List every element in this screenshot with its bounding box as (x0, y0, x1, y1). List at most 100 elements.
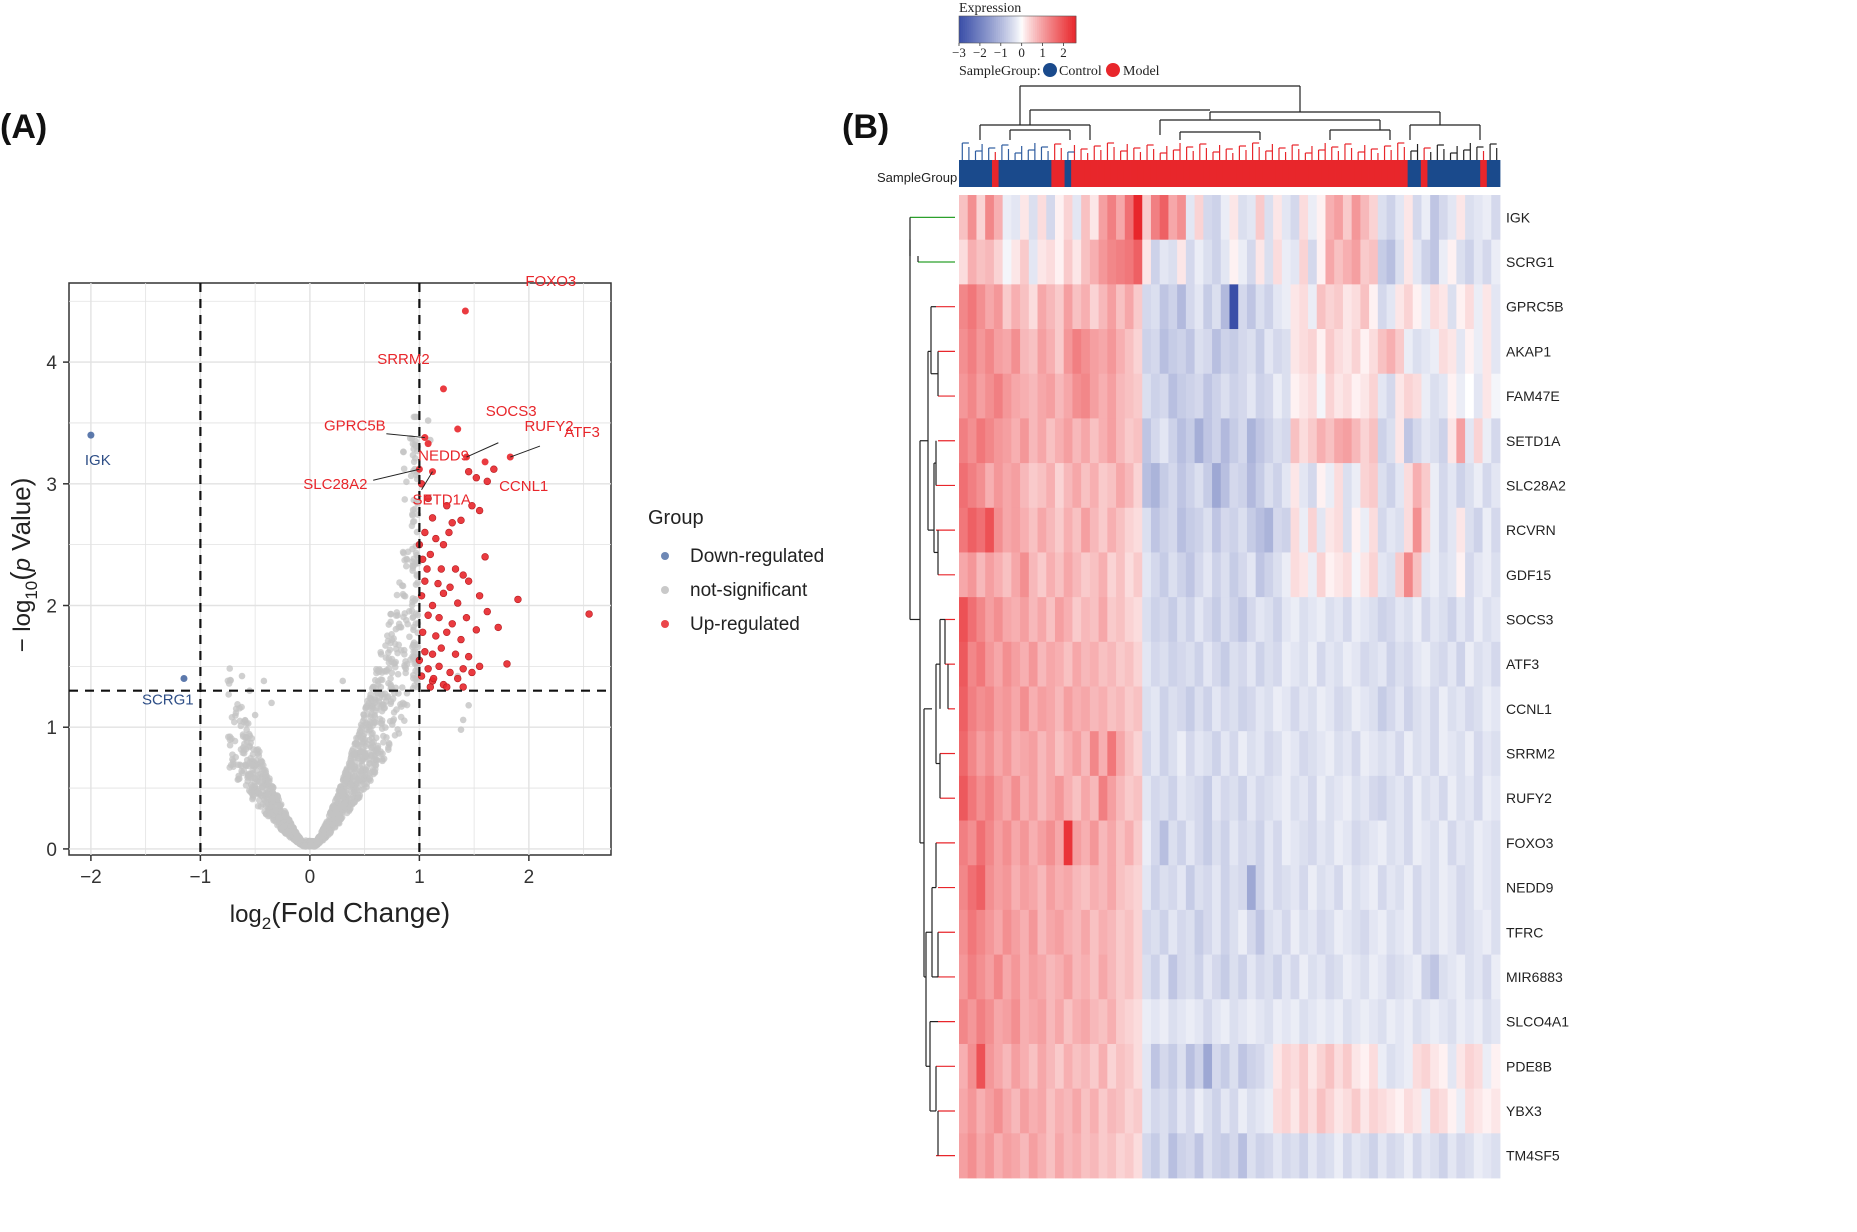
heat-cell (1229, 463, 1239, 509)
heat-cell (1316, 552, 1326, 598)
heat-cell (959, 597, 969, 643)
heat-cell (1246, 1088, 1257, 1134)
heat-cell (1194, 463, 1204, 509)
heat-cell (1133, 284, 1143, 330)
gradient-step (1050, 16, 1053, 43)
heat-cell (1491, 686, 1501, 732)
heat-cell (1185, 463, 1195, 509)
heat-cell (1308, 239, 1318, 285)
ns-point (251, 711, 259, 719)
heat-cell (967, 1133, 977, 1179)
heat-cell (1316, 775, 1326, 821)
heat-cell (1465, 239, 1475, 285)
heat-cell (1281, 239, 1291, 285)
heat-cell (1334, 284, 1344, 330)
ns-point (264, 790, 272, 798)
heat-cell (1203, 820, 1213, 866)
heat-cell (967, 731, 977, 777)
row-dendrogram (909, 216, 955, 1157)
annotation-cell (1209, 160, 1217, 187)
heat-cell (967, 954, 977, 1000)
heat-cell (1290, 463, 1300, 509)
heat-cell (1168, 686, 1178, 732)
heat-cell (1360, 463, 1370, 509)
heat-cell (1194, 597, 1204, 643)
heat-cell (1377, 999, 1387, 1045)
heat-cell (1150, 775, 1161, 821)
heat-cell (1377, 195, 1387, 241)
heat-cell (1290, 820, 1300, 866)
heat-cell (1063, 418, 1073, 464)
gradient-step (986, 16, 989, 43)
heat-cell (1212, 195, 1222, 241)
heat-cell (1369, 1088, 1379, 1134)
heat-cell (1351, 552, 1361, 598)
heat-cell (1404, 373, 1414, 419)
gradient-step (1003, 16, 1007, 43)
heat-cell (1377, 552, 1387, 598)
heat-cell (976, 463, 986, 509)
heat-cell (1063, 597, 1073, 643)
heat-cell (1377, 463, 1387, 509)
heat-cell (1482, 999, 1492, 1045)
gradient-step (960, 16, 964, 43)
annotation-cell (972, 160, 980, 187)
heat-cell (1438, 239, 1449, 285)
heat-cell (1360, 820, 1370, 866)
heat-cell (959, 686, 969, 732)
heat-cell (1395, 641, 1405, 687)
heat-cell (959, 775, 969, 821)
heat-cell (1404, 284, 1414, 330)
heat-cell (1430, 999, 1440, 1045)
heat-cell (1020, 552, 1030, 598)
heat-cell (1142, 775, 1152, 821)
heat-cell (1281, 284, 1291, 330)
ns-point (243, 726, 250, 734)
volcano-plot: FOXO3SRRM2SOCS3GPRC5BNEDD9RUFY2ATF3SLC28… (5, 273, 612, 933)
ns-point (390, 716, 398, 723)
heat-cell (1404, 1043, 1414, 1090)
heat-cell (1482, 1133, 1492, 1179)
heat-cell (1255, 775, 1265, 821)
heat-cell (1281, 999, 1291, 1045)
heat-cell (976, 552, 986, 598)
heat-cell (1281, 552, 1291, 598)
heat-cell (1098, 731, 1108, 777)
annotation-cell (1104, 160, 1112, 187)
heat-cell (1273, 820, 1283, 866)
heat-cell (1028, 597, 1038, 643)
heat-cell (1255, 284, 1265, 330)
heat-cell (1404, 329, 1414, 375)
heat-cell (1465, 909, 1475, 955)
heat-cell (1342, 641, 1353, 687)
heat-cell (1404, 775, 1414, 821)
up-point (451, 650, 460, 658)
heat-cell (1072, 641, 1082, 687)
heat-cell (1246, 999, 1257, 1045)
heat-cell (1185, 731, 1195, 777)
gradient-step (1037, 16, 1040, 43)
heat-cell (976, 731, 986, 777)
heat-cell (959, 418, 969, 464)
heat-cell (1089, 1088, 1100, 1134)
heat-cell (1456, 909, 1466, 955)
heat-cell (1386, 954, 1396, 1000)
ns-point (401, 662, 408, 669)
heat-cell (959, 195, 969, 241)
heat-cell (1316, 686, 1326, 732)
heat-cell (1264, 686, 1274, 732)
heat-cell (1342, 463, 1353, 509)
heat-cell (1273, 1088, 1283, 1134)
heat-cell (1316, 865, 1326, 911)
ns-point (343, 809, 351, 817)
heat-cell (1063, 954, 1073, 1000)
heat-cell (1447, 641, 1457, 687)
heat-cell (1107, 820, 1117, 866)
heat-cell (1377, 597, 1387, 643)
heat-cell (1246, 865, 1257, 911)
heat-cell (1081, 507, 1091, 553)
heat-cell (1377, 731, 1387, 777)
heat-cell (1150, 820, 1161, 866)
heat-cell (1456, 597, 1466, 643)
heat-cell (1098, 597, 1108, 643)
